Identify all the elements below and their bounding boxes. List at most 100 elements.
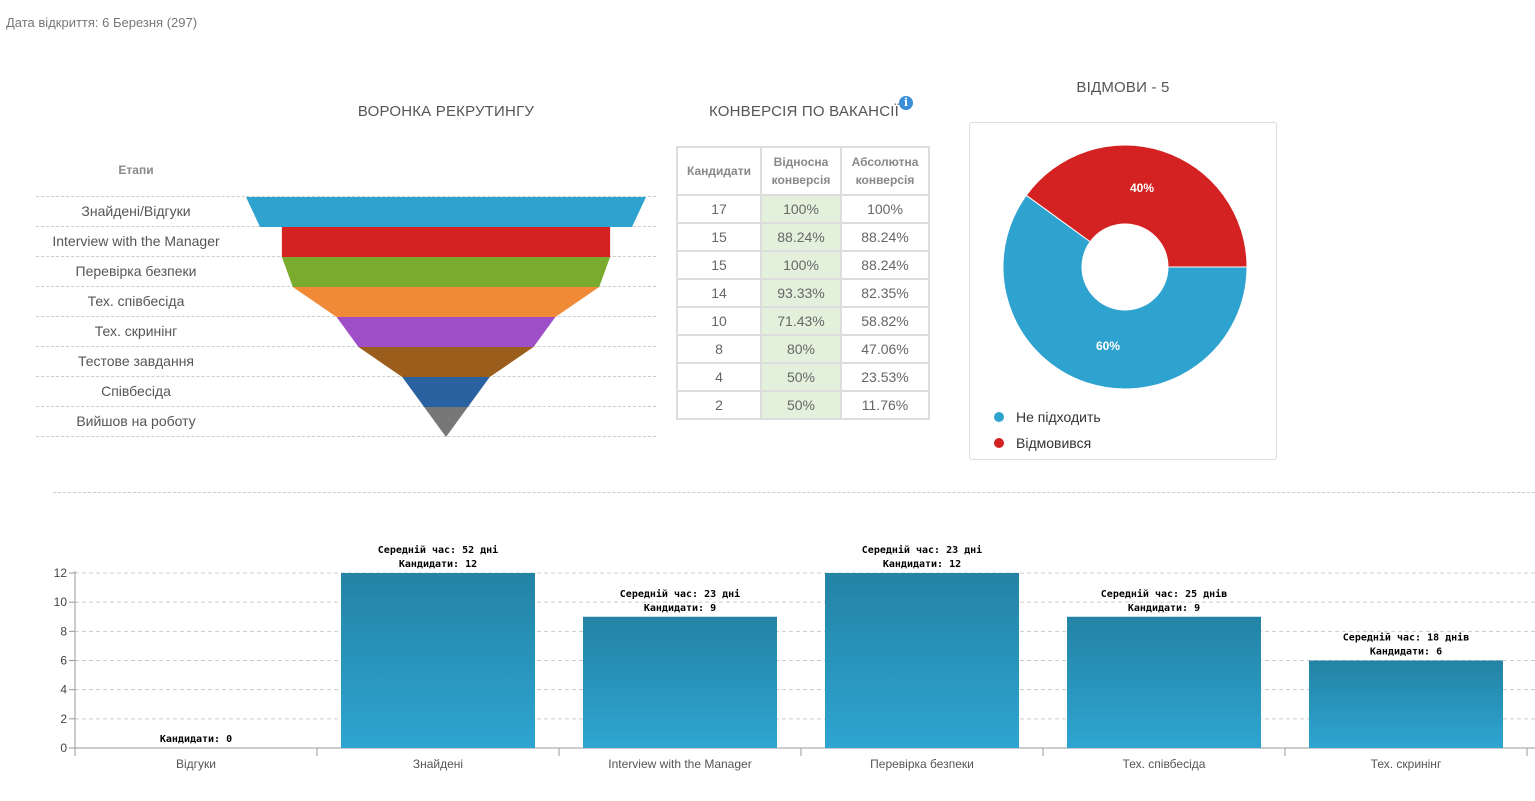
table-row: 8 80% 47.06% [676, 334, 930, 364]
cell-relative-conversion: 100% [760, 194, 842, 224]
table-row: 15 100% 88.24% [676, 250, 930, 280]
funnel-stage-label: Вийшов на роботу [76, 413, 196, 429]
info-icon[interactable]: i [899, 96, 913, 110]
funnel-segment[interactable] [246, 197, 646, 227]
conversion-table: Кандидати Відносна конверсія Абсолютна к… [676, 146, 930, 420]
bar-data-label: Кандидати: 12 [883, 559, 961, 570]
table-row: 14 93.33% 82.35% [676, 278, 930, 308]
funnel-title: ВОРОНКА РЕКРУТИНГУ [357, 103, 535, 120]
legend-dot-blue [994, 412, 1004, 423]
col-header-absolute: Абсолютна конверсія [840, 146, 930, 196]
funnel-stage-label: Interview with the Manager [52, 233, 220, 249]
table-row: 17 100% 100% [676, 194, 930, 224]
funnel-stage-label: Тех. співбесіда [87, 293, 185, 309]
table-row: 15 88.24% 88.24% [676, 222, 930, 252]
cell-candidates: 17 [676, 194, 762, 224]
cell-candidates: 10 [676, 306, 762, 336]
cell-candidates: 8 [676, 334, 762, 364]
cell-absolute-conversion: 47.06% [840, 334, 930, 364]
funnel-chart [246, 197, 646, 437]
cell-absolute-conversion: 82.35% [840, 278, 930, 308]
funnel-segment[interactable] [292, 287, 600, 317]
y-tick-label: 10 [54, 595, 68, 609]
bar-data-label: Середній час: 25 днів [1101, 588, 1227, 600]
rejections-panel: 60% 40% Не підходить Відмовився [969, 122, 1277, 460]
bar-data-label: Кандидати: 6 [1370, 647, 1442, 658]
table-row: 4 50% 23.53% [676, 362, 930, 392]
x-tick-label: Перевірка безпеки [870, 757, 974, 771]
cell-absolute-conversion: 11.76% [840, 390, 930, 420]
bar-data-label: Середній час: 23 дні [620, 588, 740, 600]
cell-relative-conversion: 50% [760, 390, 842, 420]
stage-time-bar-chart: 0 2 4 6 8 10 12 Відгуки Кандидати: 0 Знайдені Сере… [54, 544, 1535, 771]
legend-label: Відмовився [1016, 435, 1092, 451]
cell-relative-conversion: 93.33% [760, 278, 842, 308]
cell-candidates: 14 [676, 278, 762, 308]
cell-absolute-conversion: 100% [840, 194, 930, 224]
y-tick-label: 4 [60, 683, 67, 697]
y-tick-label: 2 [60, 712, 67, 726]
cell-candidates: 15 [676, 250, 762, 280]
funnel-segment[interactable] [424, 407, 468, 437]
x-tick-label: Відгуки [176, 757, 216, 771]
cell-relative-conversion: 88.24% [760, 222, 842, 252]
cell-relative-conversion: 100% [760, 250, 842, 280]
rejections-title: ВІДМОВИ - 5 [1076, 79, 1170, 96]
cell-relative-conversion: 71.43% [760, 306, 842, 336]
donut-slice-label: 40% [1130, 181, 1154, 195]
x-tick-label: Тех. співбесіда [1123, 757, 1206, 771]
y-tick-label: 8 [60, 624, 67, 638]
cell-absolute-conversion: 88.24% [840, 222, 930, 252]
funnel-segment[interactable] [281, 257, 611, 287]
funnel-stage-label: Тех. скринінг [94, 323, 178, 339]
legend-item-declined[interactable]: Відмовився [994, 435, 1091, 451]
x-tick-label: Interview with the Manager [608, 757, 751, 771]
cell-absolute-conversion: 58.82% [840, 306, 930, 336]
x-tick-label: Знайдені [413, 757, 463, 771]
funnel-stage-row: Вийшов на роботу [36, 406, 656, 437]
table-row: 2 50% 11.76% [676, 390, 930, 420]
legend-item-not-suitable[interactable]: Не підходить [994, 409, 1101, 425]
cell-absolute-conversion: 88.24% [840, 250, 930, 280]
bar[interactable] [1067, 616, 1261, 748]
cell-candidates: 4 [676, 362, 762, 392]
stages-header: Етапи [118, 163, 154, 177]
y-tick-label: 12 [54, 566, 68, 580]
opened-date: Дата відкриття: 6 Березня (297) [6, 15, 198, 30]
legend-label: Не підходить [1016, 409, 1101, 425]
y-tick-label: 6 [60, 654, 67, 668]
funnel-stage-row: Співбесіда [36, 376, 656, 406]
funnel-segment[interactable] [402, 377, 490, 407]
funnel-stage-label: Тестове завдання [77, 353, 195, 369]
funnel-stage-label: Знайдені/Відгуки [81, 203, 191, 219]
bar-data-label: Середній час: 52 дні [378, 544, 498, 556]
bar-data-label: Середній час: 18 днів [1343, 632, 1469, 644]
bar-data-label: Кандидати: 0 [160, 734, 232, 745]
bar-data-label: Кандидати: 12 [399, 559, 477, 570]
table-header-row: Кандидати Відносна конверсія Абсолютна к… [676, 146, 930, 196]
bar-data-label: Кандидати: 9 [1128, 603, 1200, 614]
funnel-stage-label: Співбесіда [101, 383, 171, 399]
y-tick-label: 0 [60, 741, 67, 755]
bar[interactable] [583, 616, 777, 748]
x-tick-label: Тех. скринінг [1371, 757, 1442, 771]
funnel-stage-row: Тестове завдання [36, 346, 656, 376]
funnel-stage-row: Знайдені/Відгуки [36, 196, 656, 226]
bar-data-label: Кандидати: 9 [644, 603, 716, 614]
col-header-relative: Відносна конверсія [760, 146, 842, 196]
donut-slice-label: 60% [1096, 339, 1120, 353]
col-header-candidates: Кандидати [676, 146, 762, 196]
bar[interactable] [825, 573, 1019, 748]
legend-dot-red [994, 438, 1004, 449]
table-row: 10 71.43% 58.82% [676, 306, 930, 336]
cell-relative-conversion: 50% [760, 362, 842, 392]
donut-slice[interactable] [1025, 144, 1248, 268]
section-divider [53, 492, 1535, 493]
bar[interactable] [1309, 660, 1503, 749]
cell-candidates: 2 [676, 390, 762, 420]
funnel-segment[interactable] [336, 317, 556, 347]
funnel-segment[interactable] [358, 347, 534, 377]
donut-slice[interactable] [1002, 194, 1248, 390]
funnel-segment[interactable] [281, 227, 611, 257]
bar[interactable] [341, 573, 535, 748]
